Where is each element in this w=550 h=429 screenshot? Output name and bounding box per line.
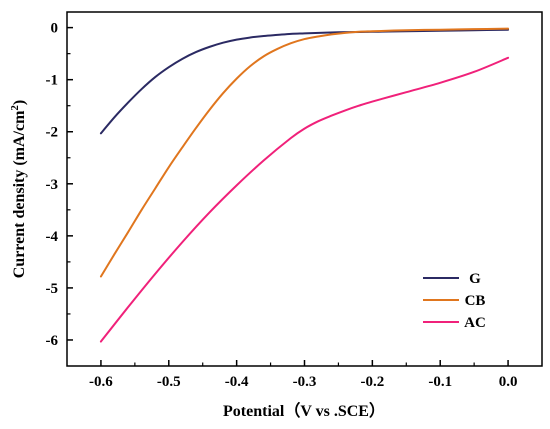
x-tick-label: -0.1 [428, 374, 452, 390]
x-tick-label: -0.2 [360, 374, 384, 390]
y-tick-label: -4 [46, 229, 59, 245]
y-axis-title-main: Current density (mA/cm [11, 110, 28, 278]
x-axis-ticks: -0.6 -0.5 -0.4 -0.3 -0.2 -0.1 0.0 [89, 360, 517, 390]
legend-label-g: G [469, 271, 481, 287]
y-axis-title: Current density (mA/cm2) [9, 100, 28, 279]
series-line-ac [99, 56, 510, 343]
legend: G CB AC [423, 271, 486, 331]
x-tick-label: -0.3 [293, 374, 317, 390]
legend-label-cb: CB [465, 293, 486, 309]
y-tick-label: -1 [46, 73, 59, 89]
x-tick-label: -0.6 [89, 374, 113, 390]
y-axis-title-sup: 2 [9, 105, 21, 111]
y-tick-label: -5 [46, 281, 59, 297]
x-tick-label: -0.4 [225, 374, 249, 390]
plot-frame [66, 11, 543, 367]
y-axis-title-end: ) [11, 100, 28, 105]
legend-label-ac: AC [464, 315, 486, 331]
series-line-cb [99, 27, 510, 278]
x-tick-label: 0.0 [499, 374, 518, 390]
x-axis-title: Potential（V vs .SCE） [223, 402, 385, 420]
y-axis-ticks: 0 -1 -2 -3 -4 -5 -6 [46, 21, 73, 349]
y-tick-label: 0 [51, 21, 59, 37]
series-lines [99, 27, 510, 343]
x-tick-label: -0.5 [157, 374, 181, 390]
y-tick-label: -6 [46, 333, 59, 349]
y-tick-label: -3 [46, 177, 59, 193]
y-tick-label: -2 [46, 125, 59, 141]
